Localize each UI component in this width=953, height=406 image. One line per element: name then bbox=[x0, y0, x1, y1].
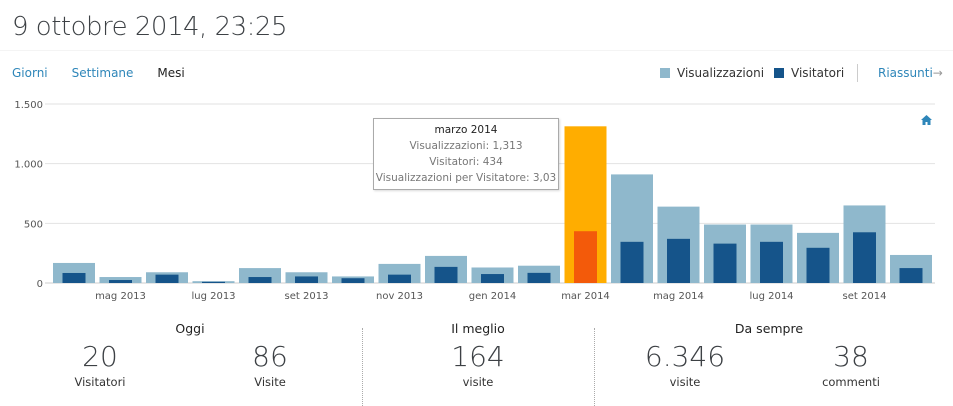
summaries-label: Riassunti bbox=[878, 66, 933, 80]
chart-legend: Visualizzazioni Visitatori bbox=[660, 66, 844, 80]
tab-days[interactable]: Giorni bbox=[12, 66, 48, 80]
bar-visitors bbox=[388, 274, 411, 283]
period-tabs: Giorni Settimane Mesi bbox=[12, 66, 209, 80]
divider bbox=[857, 64, 858, 82]
x-tick-label: mar 2014 bbox=[561, 291, 610, 302]
today-views: 86 Visite bbox=[210, 340, 330, 389]
bar-visitors bbox=[574, 231, 597, 283]
tab-weeks[interactable]: Settimane bbox=[71, 66, 134, 80]
x-tick-label: mag 2014 bbox=[653, 291, 704, 302]
bar-visitors bbox=[481, 274, 504, 283]
bar-visitors bbox=[248, 277, 272, 283]
best-views: 164 visite bbox=[418, 340, 538, 389]
today-visitors-value: 20 bbox=[82, 340, 118, 373]
bar-visitors bbox=[202, 281, 225, 283]
stats-summary: Oggi 20 Visitatori 86 Visite Il meglio 164… bbox=[0, 318, 953, 406]
divider bbox=[0, 50, 953, 51]
bar-visitors bbox=[155, 274, 179, 283]
bar-visitors bbox=[667, 238, 690, 283]
bar-visitors bbox=[760, 241, 783, 283]
divider bbox=[362, 328, 363, 406]
tooltip-visitors: Visitatori: 434 bbox=[429, 156, 503, 168]
best-heading: Il meglio bbox=[451, 321, 505, 336]
bar-visitors bbox=[620, 241, 644, 283]
bar-visitors bbox=[806, 247, 830, 283]
bar-visitors bbox=[434, 266, 458, 283]
tooltip-title: marzo 2014 bbox=[434, 124, 498, 136]
x-tick-label: set 2014 bbox=[843, 291, 887, 302]
x-tick-label: gen 2014 bbox=[469, 291, 516, 302]
y-tick-label: 0 bbox=[37, 279, 43, 290]
x-tick-label: lug 2014 bbox=[749, 291, 793, 302]
all-time-views-value: 6.346 bbox=[644, 340, 726, 373]
all-time-views: 6.346 visite bbox=[625, 340, 745, 389]
all-time-comments: 38 commenti bbox=[791, 340, 911, 389]
today-visitors: 20 Visitatori bbox=[40, 340, 160, 389]
tooltip-views: Visualizzazioni: 1,313 bbox=[409, 140, 523, 152]
chart-tooltip: marzo 2014 Visualizzazioni: 1,313 Visita… bbox=[373, 118, 559, 190]
all-time-heading: Da sempre bbox=[734, 321, 804, 336]
best-views-value: 164 bbox=[451, 340, 505, 373]
y-tick-label: 1.500 bbox=[14, 100, 43, 111]
bar-visitors bbox=[341, 278, 365, 283]
x-tick-label: mag 2013 bbox=[95, 291, 146, 302]
today-visitors-label: Visitatori bbox=[74, 375, 126, 389]
views-swatch bbox=[660, 68, 670, 78]
bar-chart: 0 500 1.000 1.500 mag 2013 lug 2013 set 2013 no… bbox=[14, 100, 935, 302]
best-views-label: visite bbox=[462, 375, 494, 389]
today-views-label: Visite bbox=[254, 375, 286, 389]
x-tick-label: lug 2013 bbox=[191, 291, 235, 302]
bar-visitors bbox=[109, 280, 132, 283]
arrow-right-icon: → bbox=[932, 66, 943, 80]
y-tick-label: 1.000 bbox=[14, 160, 43, 171]
all-time-views-label: visite bbox=[669, 375, 701, 389]
today-views-value: 86 bbox=[252, 340, 288, 373]
bar-visitors bbox=[62, 272, 86, 283]
all-time-comments-label: commenti bbox=[822, 375, 880, 389]
visitors-swatch bbox=[774, 68, 785, 78]
divider bbox=[594, 328, 595, 406]
x-tick-label: nov 2013 bbox=[376, 291, 423, 302]
bar-visitors bbox=[527, 272, 551, 283]
today-heading: Oggi bbox=[175, 321, 205, 336]
page-title: 9 ottobre 2014, 23:25 bbox=[12, 12, 288, 42]
legend-visitors: Visitatori bbox=[791, 66, 845, 80]
tooltip-ratio: Visualizzazioni per Visitatore: 3,03 bbox=[375, 172, 557, 184]
bar-visitors bbox=[853, 232, 876, 283]
tab-months[interactable]: Mesi bbox=[157, 66, 185, 80]
x-tick-label: set 2013 bbox=[285, 291, 329, 302]
summaries-link[interactable]: Riassunti→ bbox=[878, 66, 943, 80]
legend-views: Visualizzazioni bbox=[677, 66, 765, 80]
y-tick-label: 500 bbox=[24, 219, 43, 230]
bar-visitors bbox=[713, 243, 737, 283]
bar-visitors bbox=[899, 268, 923, 283]
all-time-comments-value: 38 bbox=[833, 340, 869, 373]
bar-visitors bbox=[295, 276, 318, 283]
